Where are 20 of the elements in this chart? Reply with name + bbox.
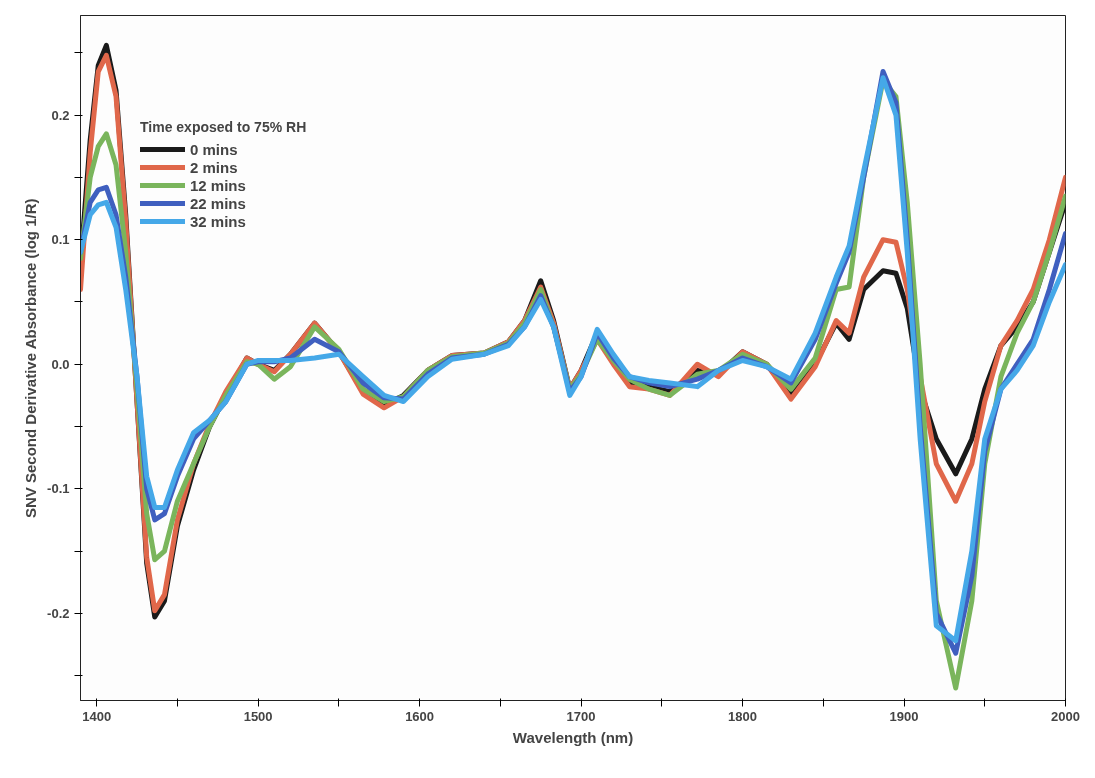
legend-label: 12 mins — [190, 176, 246, 194]
y-axis-title: SNV Second Derivative Absorbance (log 1/R) — [22, 198, 40, 519]
y-tick-label: 0.1 — [51, 232, 70, 248]
legend-label: 22 mins — [190, 194, 246, 212]
y-tick-label: 0.0 — [51, 356, 70, 372]
legend-title: Time exposed to 75% RH — [140, 119, 307, 135]
x-tick-label: 1400 — [82, 708, 112, 724]
x-axis-title: Wavelength (nm) — [512, 728, 634, 746]
legend-label: 0 mins — [190, 140, 238, 158]
x-tick-label: 1700 — [566, 708, 596, 724]
y-tick-label: -0.1 — [47, 481, 70, 497]
x-tick-label: 1800 — [728, 708, 758, 724]
x-tick-label: 1500 — [243, 708, 273, 724]
y-tick-label: 0.2 — [51, 107, 70, 123]
x-tick-label: 1600 — [405, 708, 435, 724]
y-tick-label: -0.2 — [47, 605, 70, 621]
legend-label: 32 mins — [190, 212, 246, 230]
x-tick-label: 2000 — [1051, 708, 1080, 724]
legend-label: 2 mins — [190, 158, 238, 176]
x-tick-label: 1900 — [889, 708, 919, 724]
